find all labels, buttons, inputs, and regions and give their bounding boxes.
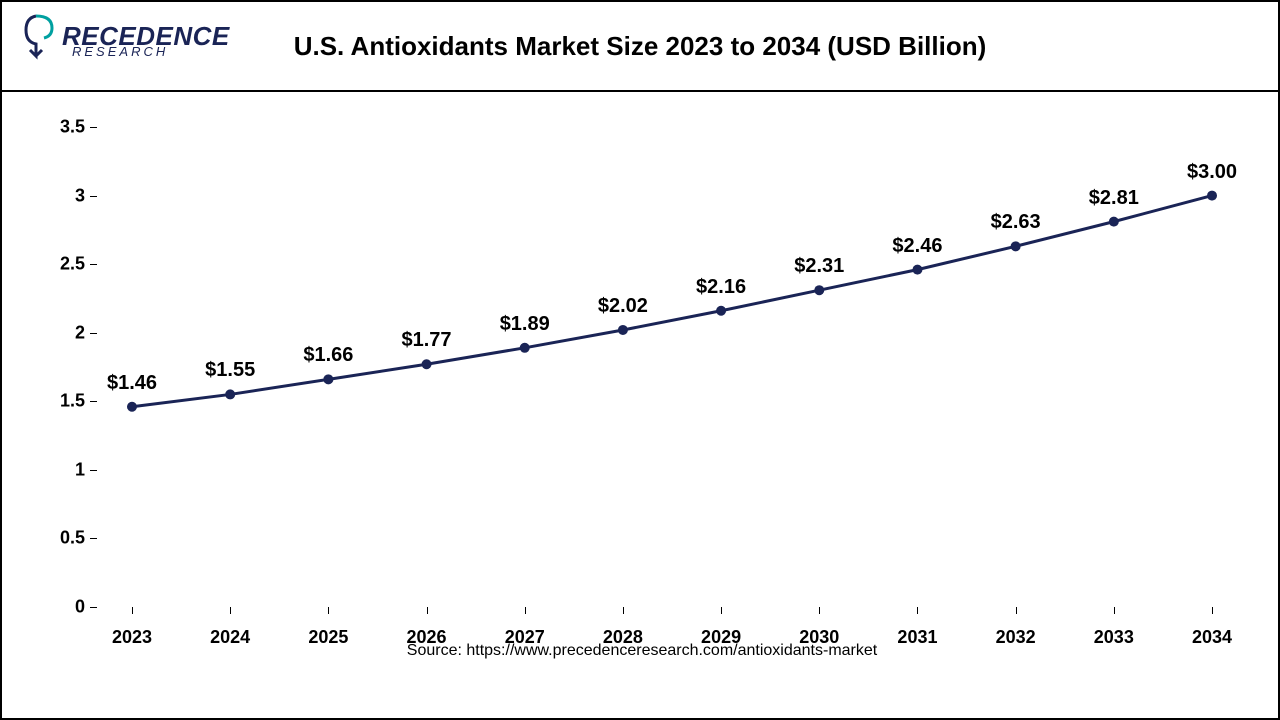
logo-subtext: RESEARCH xyxy=(72,44,168,59)
x-tick-label: 2029 xyxy=(701,627,741,648)
chart-title: U.S. Antioxidants Market Size 2023 to 20… xyxy=(294,31,987,62)
y-tick-mark xyxy=(90,538,97,539)
y-tick-mark xyxy=(90,333,97,334)
y-tick-label: 0.5 xyxy=(5,528,85,549)
data-label: $2.16 xyxy=(696,276,746,299)
x-tick-label: 2031 xyxy=(897,627,937,648)
data-label: $2.02 xyxy=(598,295,648,318)
x-tick-label: 2032 xyxy=(996,627,1036,648)
x-tick-mark xyxy=(721,607,722,614)
data-label: $2.63 xyxy=(991,211,1041,234)
x-tick-label: 2027 xyxy=(505,627,545,648)
data-label: $1.89 xyxy=(500,313,550,336)
y-tick-mark xyxy=(90,401,97,402)
data-label: $2.31 xyxy=(794,255,844,278)
chart-area: $1.46 $1.55 $1.66 $1.77 $1.89 $2.02 $2.16 $2.31… xyxy=(2,92,1280,672)
x-tick-mark xyxy=(819,607,820,614)
x-tick-label: 2025 xyxy=(308,627,348,648)
y-tick-label: 3 xyxy=(5,185,85,206)
x-tick-label: 2033 xyxy=(1094,627,1134,648)
data-label: $1.55 xyxy=(205,359,255,382)
y-tick-label: 2 xyxy=(5,322,85,343)
x-tick-label: 2030 xyxy=(799,627,839,648)
x-tick-mark xyxy=(1016,607,1017,614)
y-tick-mark xyxy=(90,470,97,471)
x-tick-label: 2024 xyxy=(210,627,250,648)
data-label: $2.46 xyxy=(892,235,942,258)
x-tick-label: 2023 xyxy=(112,627,152,648)
logo-icon xyxy=(22,12,58,60)
y-tick-mark xyxy=(90,607,97,608)
y-tick-mark xyxy=(90,196,97,197)
x-tick-mark xyxy=(1212,607,1213,614)
x-tick-mark xyxy=(132,607,133,614)
x-tick-mark xyxy=(623,607,624,614)
data-label: $1.66 xyxy=(303,344,353,367)
y-tick-label: 0 xyxy=(5,597,85,618)
header: RECEDENCE RESEARCH U.S. Antioxidants Mar… xyxy=(2,2,1278,92)
y-tick-label: 2.5 xyxy=(5,254,85,275)
x-tick-label: 2026 xyxy=(407,627,447,648)
y-tick-label: 1.5 xyxy=(5,391,85,412)
y-tick-mark xyxy=(90,127,97,128)
x-tick-label: 2034 xyxy=(1192,627,1232,648)
x-tick-label: 2028 xyxy=(603,627,643,648)
data-label: $1.77 xyxy=(402,329,452,352)
x-tick-mark xyxy=(917,607,918,614)
y-tick-label: 3.5 xyxy=(5,117,85,138)
x-tick-mark xyxy=(230,607,231,614)
y-tick-mark xyxy=(90,264,97,265)
data-label: $1.46 xyxy=(107,372,157,395)
data-label: $3.00 xyxy=(1187,161,1237,184)
line-chart-svg xyxy=(97,127,1237,607)
x-tick-mark xyxy=(427,607,428,614)
plot: $1.46 $1.55 $1.66 $1.77 $1.89 $2.02 $2.16 $2.31… xyxy=(97,127,1237,607)
x-tick-mark xyxy=(1114,607,1115,614)
data-label: $2.81 xyxy=(1089,187,1139,210)
chart-container: RECEDENCE RESEARCH U.S. Antioxidants Mar… xyxy=(0,0,1280,720)
x-tick-mark xyxy=(525,607,526,614)
y-tick-label: 1 xyxy=(5,459,85,480)
x-tick-mark xyxy=(328,607,329,614)
